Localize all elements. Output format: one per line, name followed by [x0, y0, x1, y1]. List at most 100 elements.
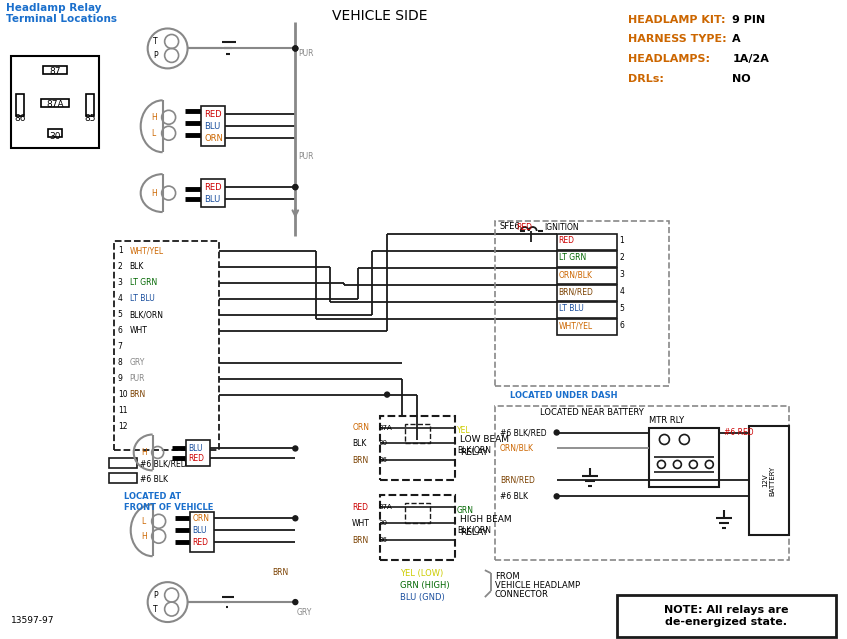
Text: P: P: [153, 590, 158, 599]
Text: BRN/RED: BRN/RED: [559, 288, 594, 296]
Text: CONNECTOR: CONNECTOR: [495, 590, 549, 599]
Text: 4: 4: [619, 288, 624, 296]
Bar: [201, 179, 225, 207]
Text: LOCATED AT: LOCATED AT: [124, 492, 181, 501]
Bar: [113, 241, 219, 450]
Text: MTR RLY: MTR RLY: [650, 416, 684, 425]
Text: 7: 7: [118, 343, 123, 351]
Bar: [11, 56, 99, 148]
Text: #6 BLK/RED: #6 BLK/RED: [500, 428, 546, 437]
Text: P: P: [153, 51, 158, 60]
Text: 86: 86: [378, 458, 387, 463]
Circle shape: [293, 599, 298, 604]
Text: HEADLAMP KIT:: HEADLAMP KIT:: [628, 15, 725, 24]
Bar: [380, 495, 455, 560]
Text: NO: NO: [733, 74, 751, 84]
Text: NOTE: All relays are
de-energized state.: NOTE: All relays are de-energized state.: [664, 605, 789, 627]
Text: ORN: ORN: [352, 423, 369, 432]
Bar: [556, 234, 617, 250]
Text: 87A: 87A: [46, 100, 64, 109]
Text: PUR: PUR: [298, 151, 313, 160]
Text: T: T: [153, 604, 158, 613]
Text: #6 BLK: #6 BLK: [140, 475, 168, 484]
Text: BLK: BLK: [352, 439, 367, 448]
Bar: [48, 129, 62, 137]
Text: LT GRN: LT GRN: [559, 254, 586, 263]
Text: 30: 30: [378, 520, 387, 527]
Bar: [43, 66, 67, 74]
Text: Headlamp Relay
Terminal Locations: Headlamp Relay Terminal Locations: [6, 3, 117, 24]
Bar: [86, 95, 94, 116]
Text: RED: RED: [204, 110, 222, 119]
Text: 3: 3: [619, 270, 624, 279]
Text: T: T: [153, 37, 158, 46]
Bar: [108, 458, 136, 468]
Text: BLK/ORN: BLK/ORN: [130, 311, 163, 320]
Text: 86: 86: [14, 114, 25, 123]
Text: LOCATED UNDER DASH: LOCATED UNDER DASH: [510, 391, 617, 400]
Text: FROM: FROM: [495, 572, 519, 581]
Text: 30: 30: [49, 132, 61, 141]
Text: H: H: [151, 189, 157, 197]
Circle shape: [554, 494, 559, 499]
Bar: [405, 504, 430, 523]
Text: 12: 12: [118, 422, 127, 431]
Circle shape: [554, 430, 559, 435]
Text: #6 BLK: #6 BLK: [500, 492, 528, 501]
Text: 6: 6: [118, 327, 123, 335]
Text: RED: RED: [559, 236, 574, 245]
Text: BLK/ORN: BLK/ORN: [457, 446, 491, 455]
Circle shape: [385, 392, 390, 397]
Circle shape: [293, 516, 298, 521]
Text: WHT/YEL: WHT/YEL: [559, 321, 593, 330]
Text: 87A: 87A: [378, 424, 392, 431]
Text: 5: 5: [118, 311, 123, 320]
Text: 10: 10: [118, 390, 127, 399]
Text: LOCATED NEAR BATTERY: LOCATED NEAR BATTERY: [540, 408, 644, 417]
Text: GRN: GRN: [457, 506, 474, 515]
Text: 9: 9: [118, 374, 123, 383]
Text: 1: 1: [118, 247, 123, 256]
Bar: [185, 440, 209, 466]
Circle shape: [293, 46, 298, 51]
Text: RELAY: RELAY: [460, 448, 488, 457]
Text: BRN: BRN: [352, 535, 368, 544]
Text: BLU: BLU: [189, 444, 203, 453]
Text: VEHICLE SIDE: VEHICLE SIDE: [332, 8, 428, 22]
Text: #6 RED: #6 RED: [724, 428, 754, 437]
Text: 2: 2: [619, 254, 624, 263]
Text: GRN (HIGH): GRN (HIGH): [400, 581, 450, 590]
Bar: [190, 512, 213, 552]
Text: 85: 85: [85, 114, 96, 123]
Bar: [16, 95, 24, 116]
Text: L: L: [152, 128, 156, 138]
Text: 2: 2: [118, 263, 123, 272]
Text: BLU: BLU: [204, 122, 221, 131]
Text: LT BLU: LT BLU: [130, 295, 154, 304]
Text: 11: 11: [118, 406, 127, 415]
Text: WHT/YEL: WHT/YEL: [130, 247, 163, 256]
Bar: [41, 99, 69, 107]
Text: BLU (GND): BLU (GND): [400, 592, 445, 601]
Text: VEHICLE HEADLAMP: VEHICLE HEADLAMP: [495, 581, 580, 590]
Bar: [556, 285, 617, 301]
Text: 1: 1: [619, 236, 624, 245]
Text: HIGH BEAM: HIGH BEAM: [460, 515, 512, 524]
Text: A: A: [733, 35, 741, 45]
Circle shape: [293, 185, 298, 190]
Text: BLU: BLU: [192, 526, 207, 535]
Text: #6 BLK/RED: #6 BLK/RED: [140, 460, 186, 469]
Text: H: H: [141, 448, 147, 457]
Text: PUR: PUR: [130, 374, 145, 383]
Text: BLU: BLU: [204, 195, 221, 204]
Text: 4: 4: [118, 295, 123, 304]
Text: 6: 6: [619, 321, 624, 330]
Text: ORN/BLK: ORN/BLK: [559, 270, 593, 279]
Text: ORN: ORN: [192, 514, 209, 523]
Bar: [556, 319, 617, 335]
Text: YEL: YEL: [457, 426, 471, 435]
Bar: [750, 426, 789, 535]
Text: 1A/2A: 1A/2A: [733, 54, 769, 65]
Text: BRN: BRN: [352, 456, 368, 465]
Bar: [556, 302, 617, 318]
